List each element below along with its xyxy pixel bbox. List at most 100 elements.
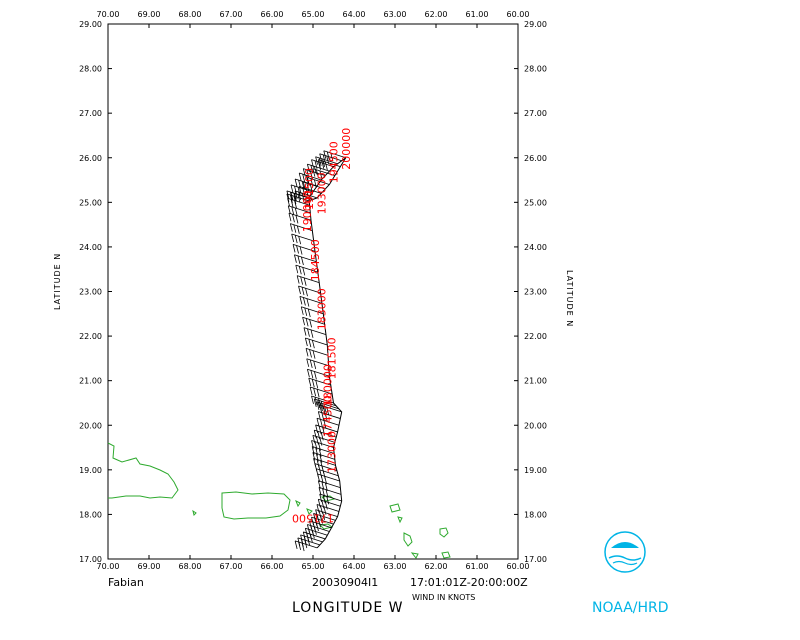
lat-tick-label: 28.00 — [524, 65, 547, 74]
lat-tick-label: 26.00 — [79, 154, 102, 163]
y-axis-title-left: LATITUDE N — [53, 253, 62, 310]
wind-barb-feather — [310, 165, 314, 174]
wind-barb-feather — [301, 286, 305, 296]
wind-barb-feather — [326, 496, 330, 505]
lat-tick-label: 18.00 — [79, 510, 102, 519]
wind-barb-feather — [315, 436, 319, 445]
wind-barb-feather — [322, 495, 326, 504]
lon-tick-label: 69.00 — [138, 562, 161, 571]
wind-barb-feather — [330, 152, 334, 162]
wind-barb-feather — [315, 156, 318, 165]
time-label: 183000 — [315, 288, 328, 330]
noaa-logo-icon — [604, 531, 646, 573]
wind-barb-feather — [312, 452, 316, 461]
wind-barb-feather — [300, 306, 304, 315]
wind-barb-feather — [313, 388, 317, 397]
wind-barb-feather — [294, 540, 298, 549]
wind-barb-feather — [294, 193, 297, 202]
wind-barb-feather — [311, 379, 315, 388]
wind-barb-feather — [312, 350, 316, 359]
wind-barb-feather — [290, 184, 294, 194]
lat-tick-label: 25.00 — [524, 198, 547, 207]
organization-name: NOAA/HRD — [592, 600, 669, 616]
time-label: 191500 — [303, 168, 316, 210]
wind-barb-feather — [319, 404, 323, 413]
y-axis-title-right: LATITUDE N — [565, 270, 574, 327]
wind-barb-feather — [323, 420, 327, 429]
wind-barb-feather — [312, 168, 316, 177]
wind-barb-feather — [296, 245, 299, 254]
wind-barb-feather — [302, 531, 306, 541]
wind-barb-feather — [301, 256, 304, 266]
wind-barb-feather — [317, 411, 321, 420]
wind-barb-feather — [324, 161, 328, 170]
wind-barb-feather — [323, 404, 327, 413]
wind-barb-feather — [306, 298, 310, 307]
wind-barb-feather — [304, 337, 308, 347]
lon-tick-label: 68.00 — [179, 10, 202, 19]
wind-barb-feather — [321, 412, 325, 421]
wind-barb-feather — [301, 192, 305, 202]
wind-barb-shaft — [318, 486, 342, 495]
wind-barb-feather — [317, 499, 321, 508]
lat-tick-label: 24.00 — [79, 243, 102, 252]
wind-barb-feather — [296, 225, 300, 234]
time-range: 17:01:01Z-20:00:00Z — [410, 576, 528, 589]
wind-barb-feather — [307, 164, 310, 173]
lon-tick-label: 68.00 — [179, 562, 202, 571]
coastline — [107, 442, 451, 559]
time-label: 180000 — [322, 364, 335, 406]
coastline-segment — [441, 551, 451, 559]
wind-barb-shaft — [318, 480, 341, 489]
wind-barb-feather — [319, 454, 323, 463]
wind-barb-feather — [321, 160, 325, 169]
lat-tick-label: 24.00 — [524, 243, 547, 252]
wind-barb-feather — [294, 234, 298, 244]
wind-barb-feather — [305, 175, 309, 184]
time-label: 190000 — [301, 190, 314, 232]
wind-barb-feather — [305, 318, 309, 327]
coastline-segment — [439, 527, 449, 538]
wind-barb-feather — [288, 213, 292, 222]
wind-barb-feather — [309, 349, 312, 358]
x-axis-title: LONGITUDE W — [292, 600, 404, 616]
lat-tick-label: 27.00 — [524, 109, 547, 118]
wind-barb-feather — [318, 510, 322, 519]
lat-tick-label: 21.00 — [79, 377, 102, 386]
wind-barb-feather — [303, 277, 307, 286]
lon-tick-label: 69.00 — [138, 10, 161, 19]
wind-barb-feather — [309, 319, 313, 328]
wind-barb-feather — [324, 482, 328, 491]
wind-barb-feather — [316, 504, 320, 513]
wind-barb-feather — [311, 446, 315, 455]
wind-barb-feather — [294, 207, 298, 217]
wind-barb-feather — [297, 187, 301, 196]
wind-barb-feather — [318, 398, 321, 407]
wind-barb-feather — [315, 380, 319, 389]
wind-barb-feather — [320, 401, 324, 410]
wind-barb-feather — [311, 440, 314, 449]
lat-tick-label: 26.00 — [524, 154, 547, 163]
wind-barb-feather — [306, 358, 310, 367]
wind-barb-feather — [326, 406, 330, 416]
wind-barb-feather — [298, 191, 301, 201]
lon-tick-label: 62.00 — [425, 562, 448, 571]
wind-barb-feather — [302, 174, 306, 183]
wind-barb-feather — [312, 435, 316, 444]
wind-barb-feather — [302, 168, 306, 177]
time-label: 184500 — [309, 239, 322, 281]
lat-tick-label: 25.00 — [79, 198, 102, 207]
time-label: 193000 — [315, 172, 328, 214]
wind-barb-feather — [307, 328, 310, 337]
wind-barb-feather — [294, 185, 297, 195]
wind-barb-feather — [299, 296, 303, 305]
wind-barb-feather — [290, 192, 294, 201]
time-label: 174500 — [322, 395, 335, 437]
coastline-segment — [389, 503, 401, 513]
wind-barb-feather — [317, 480, 321, 489]
coastline-segment — [221, 491, 291, 520]
wind-barb-feather — [302, 317, 306, 326]
wind-barb-feather — [313, 360, 317, 370]
wind-barb-feather — [316, 401, 320, 410]
wind-barb-feather — [299, 246, 303, 255]
